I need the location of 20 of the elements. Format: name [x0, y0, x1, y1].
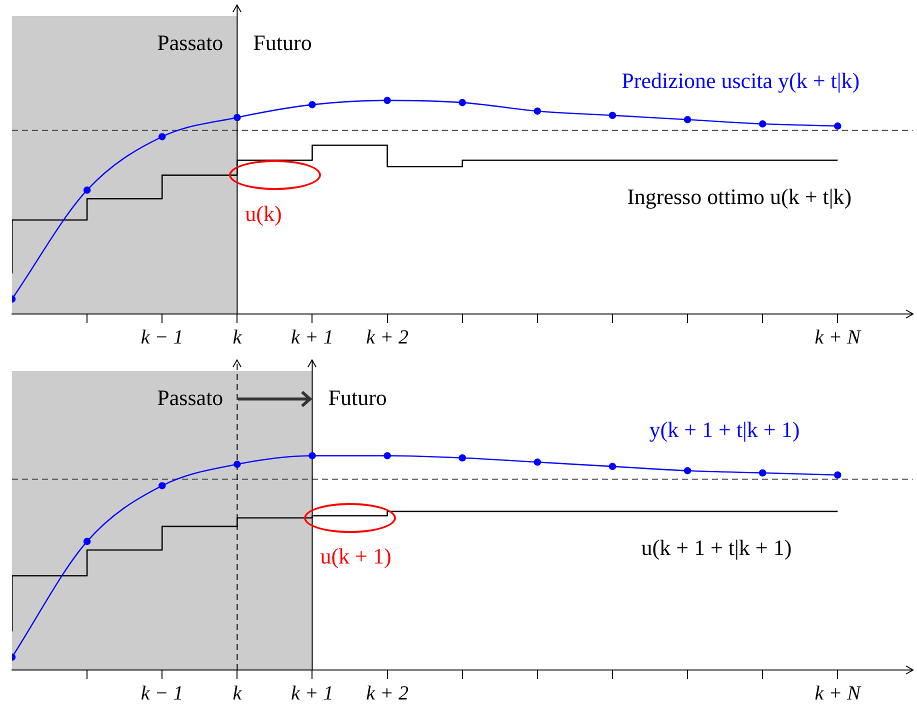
- x-tick-label: k + 2: [366, 326, 408, 348]
- series-label: u(k + 1 + t|k + 1): [641, 535, 792, 560]
- annotation: u(k): [245, 200, 282, 226]
- x-tick-label: k + 1: [291, 326, 334, 348]
- x-tick-label: k − 1: [140, 326, 184, 348]
- x-tick-label: k: [232, 682, 243, 704]
- text: Passato: [157, 30, 224, 56]
- x-tick-label: k + N: [814, 326, 862, 348]
- text: Passato: [157, 385, 224, 410]
- x-tick-label: k: [232, 326, 243, 348]
- x-tick-label: k + N: [814, 682, 862, 704]
- text: Futuro: [328, 385, 387, 410]
- x-tick-label: k + 1: [291, 682, 334, 704]
- series-label: y(k + 1 + t|k + 1): [649, 416, 800, 442]
- x-tick-label: k − 1: [140, 682, 184, 704]
- x-tick-label: k + 2: [366, 682, 408, 704]
- text: Futuro: [253, 30, 312, 56]
- series-label: Predizione uscita y(k + t|k): [622, 68, 860, 93]
- annotation: u(k + 1): [320, 544, 392, 569]
- series-label: Ingresso ottimo u(k + t|k): [627, 184, 852, 209]
